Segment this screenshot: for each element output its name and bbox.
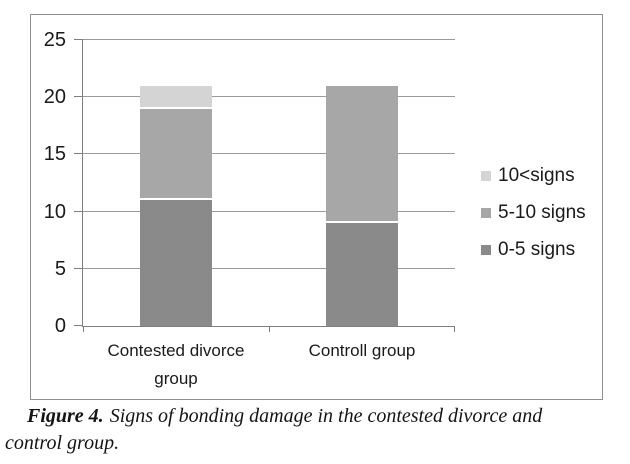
caption-line-2: control group. — [5, 432, 120, 454]
caption-figure-label: Figure 4. — [27, 405, 104, 427]
y-tick-label-20: 20 — [43, 86, 66, 109]
plot-area — [74, 39, 455, 332]
legend-item: 10<signs — [481, 164, 586, 187]
y-axis-tick-15 — [74, 153, 83, 155]
legend-item: 5-10 signs — [481, 201, 586, 224]
legend-item: 0-5 signs — [481, 238, 586, 261]
gridline-15 — [83, 153, 455, 155]
y-axis-tick-20 — [74, 96, 83, 98]
bar-1 — [140, 85, 212, 326]
gridline-5 — [83, 267, 455, 269]
x-category-label-1: Contested divorce group — [107, 341, 245, 388]
legend-swatch — [481, 244, 491, 255]
bar-segment-5-10-signs — [140, 108, 212, 201]
chart-frame: 0 5 10 15 20 25 Contested divorce group Contro… — [30, 14, 603, 400]
bar-segment-0-5-signs — [140, 200, 212, 326]
legend-label: 10<signs — [498, 164, 575, 186]
x-axis-tick-0 — [83, 326, 84, 332]
caption-text-line-1: Signs of bonding damage in the contested… — [109, 405, 543, 427]
x-axis-tick-2 — [454, 326, 455, 332]
y-tick-label-10: 10 — [43, 200, 66, 223]
gridline-20 — [83, 96, 455, 98]
y-axis-tick-5 — [74, 267, 83, 269]
x-axis-labels: Contested divorce group Controll group — [83, 337, 455, 395]
y-axis-tick-0 — [74, 325, 83, 326]
x-axis-line — [82, 326, 455, 327]
y-axis-line — [82, 40, 83, 326]
legend-swatch — [481, 207, 491, 218]
bar-2 — [326, 85, 398, 326]
y-tick-label-5: 5 — [54, 257, 66, 280]
legend-label: 0-5 signs — [498, 238, 576, 260]
y-tick-label-15: 15 — [43, 143, 66, 166]
y-tick-label-0: 0 — [54, 315, 66, 337]
y-axis-labels: 0 5 10 15 20 25 — [35, 30, 66, 336]
y-tick-label-25: 25 — [43, 29, 66, 51]
legend-label: 5-10 signs — [498, 201, 586, 223]
bar-segment-10-signs — [140, 85, 212, 109]
x-category-label-2: Controll group — [308, 341, 416, 360]
gridline-25 — [83, 39, 455, 40]
legend: 10<signs 5-10 signs 0-5 signs — [481, 164, 586, 275]
y-axis-tick-25 — [74, 39, 83, 40]
legend-swatch — [481, 170, 491, 181]
bar-segment-0-5-signs — [326, 223, 398, 326]
y-axis-tick-10 — [74, 210, 83, 212]
figure-caption: Figure 4. Signs of bonding damage in the … — [5, 403, 605, 457]
x-axis-tick-1 — [269, 326, 270, 332]
bar-segment-5-10-signs — [326, 85, 398, 224]
gridline-10 — [83, 210, 455, 212]
caption-line-1: Figure 4. Signs of bonding damage in the … — [5, 403, 605, 430]
